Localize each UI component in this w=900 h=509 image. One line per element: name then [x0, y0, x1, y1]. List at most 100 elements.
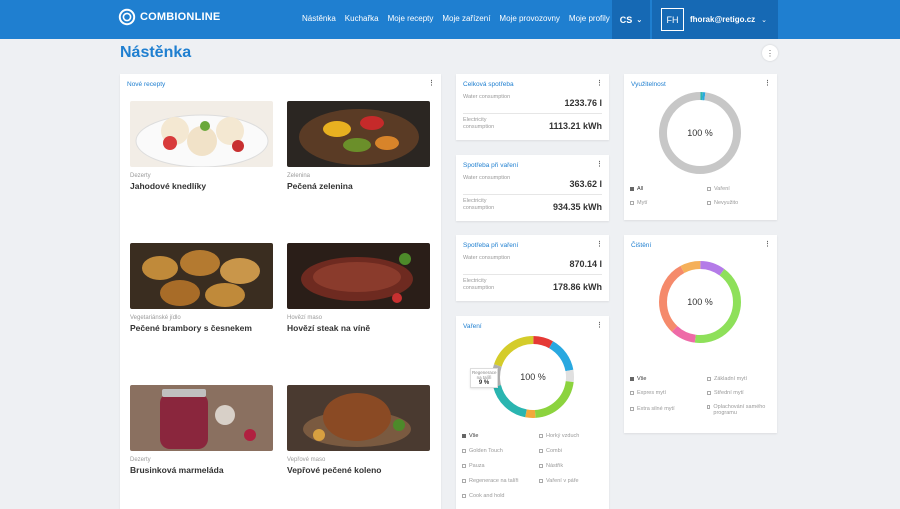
electricity-consumption-label: Electricity consumption — [463, 198, 495, 211]
electricity-consumption-label: Electricity consumption — [463, 278, 495, 291]
recipe-category: Hovězí maso — [287, 315, 323, 321]
strawberry-dumplings-image — [135, 114, 269, 167]
donut-segment[interactable] — [659, 261, 741, 343]
chart-tooltip: Regenerace na talíři 9 % — [470, 368, 498, 388]
water-consumption-value: 363.62 l — [569, 179, 602, 189]
recipe-name: Jahodové knedlíky — [130, 181, 207, 191]
card-options-icon[interactable]: ⋮ — [596, 80, 603, 87]
donut-segment[interactable] — [659, 92, 741, 174]
recipe-image — [130, 243, 273, 309]
legend-item[interactable]: Střední mytí — [707, 390, 744, 396]
card-options-icon[interactable]: ⋮ — [596, 161, 603, 168]
utilization-donut-chart: 100 % — [659, 92, 741, 174]
user-email: fhorak@retigo.cz — [690, 15, 756, 24]
electricity-consumption-label: Electricity consumption — [463, 117, 495, 130]
legend-item[interactable]: Golden Touch — [462, 448, 503, 454]
new-recipes-card: Nové recepty ⋮ Dezerty Jahodové knedlíky… — [120, 74, 441, 509]
recipe-name: Brusinková marmeláda — [130, 465, 224, 475]
roasted-potatoes-image — [142, 250, 260, 307]
legend-item[interactable]: Horký vzduch — [539, 433, 579, 439]
electricity-consumption-value: 934.35 kWh — [552, 202, 602, 212]
water-consumption-row: Water consumption 870.14 l — [463, 253, 602, 275]
donut-segment[interactable] — [492, 336, 574, 418]
legend-item[interactable]: Expres mytí — [630, 390, 666, 396]
nav-item-dashboard[interactable]: Nástěnka — [302, 14, 336, 23]
legend-item[interactable]: Vaření — [707, 186, 730, 192]
recipe-image — [287, 385, 430, 451]
donut-segment[interactable] — [659, 261, 741, 343]
donut-svg — [659, 92, 741, 174]
recipe-category: Vegetariánské jídlo — [130, 315, 181, 321]
electricity-consumption-row: Electricity consumption 934.35 kWh — [463, 196, 602, 218]
donut-center-label: 100 % — [687, 297, 713, 307]
user-menu[interactable]: FH fhorak@retigo.cz ⌄ — [652, 0, 778, 39]
tooltip-label: Regenerace na talíři — [472, 370, 497, 380]
page-title: Nástěnka — [120, 44, 192, 61]
donut-segment[interactable] — [659, 261, 741, 343]
card-options-icon[interactable]: ⋮ — [764, 241, 771, 248]
legend-item[interactable]: Nevyužito — [707, 200, 738, 206]
recipe-name: Hovězí steak na víně — [287, 323, 371, 333]
language-selector[interactable]: CS ⌄ — [612, 0, 650, 39]
recipe-card[interactable]: Dezerty Brusinková marmeláda — [130, 385, 273, 475]
utilization-legend: All Vaření Mytí Nevyužito — [630, 186, 773, 216]
total-consumption-card: Celková spotřeba ⋮ Water consumption 123… — [456, 74, 609, 140]
water-consumption-label: Water consumption — [463, 175, 511, 181]
recipe-card[interactable]: Vepřové maso Vepřové pečené koleno — [287, 385, 430, 475]
main-nav: Nástěnka Kuchařka Moje recepty Moje zaří… — [302, 14, 610, 23]
donut-segment[interactable] — [492, 336, 574, 418]
utilization-card: Využitelnost ⋮ 100 % All Vaření Mytí Nev… — [624, 74, 777, 220]
recipe-card[interactable]: Vegetariánské jídlo Pečené brambory s če… — [130, 243, 273, 333]
legend-item[interactable]: Vaření v páře — [539, 478, 579, 484]
recipe-card[interactable]: Zelenina Pečená zelenina — [287, 101, 430, 191]
legend-item[interactable]: Nástřik — [539, 463, 563, 469]
legend-item[interactable]: Regenerace na talíři — [462, 478, 519, 484]
card-options-icon[interactable]: ⋮ — [596, 322, 603, 329]
card-options-icon[interactable]: ⋮ — [764, 80, 771, 87]
nav-item-my-locations[interactable]: Moje provozovny — [499, 14, 560, 23]
nav-item-my-recipes[interactable]: Moje recepty — [387, 14, 434, 23]
legend-item[interactable]: Základní mytí — [707, 376, 747, 382]
cooking-modes-card: Vaření ⋮ 100 % Regenerace na talíři 9 % … — [456, 316, 609, 509]
card-title: Spotřeba při vaření — [463, 162, 519, 169]
recipe-category: Dezerty — [130, 457, 151, 463]
legend-item[interactable]: Extra silné mytí — [630, 406, 675, 412]
brand-logo[interactable]: COMBIONLINE — [118, 8, 220, 26]
cooking-legend: Vše Horký vzduch Golden Touch Combi Pauz… — [462, 433, 605, 503]
cooking-donut-chart: 100 % — [492, 336, 574, 418]
legend-item[interactable]: Vše — [630, 376, 646, 382]
legend-item[interactable]: Cook and hold — [462, 493, 504, 499]
card-options-icon[interactable]: ⋮ — [428, 80, 435, 87]
electricity-consumption-value: 178.86 kWh — [552, 282, 602, 292]
nav-item-my-devices[interactable]: Moje zařízení — [442, 14, 491, 23]
page-options-button[interactable]: ⋮ — [762, 45, 778, 61]
water-consumption-row: Water consumption 363.62 l — [463, 173, 602, 195]
legend-item[interactable]: Mytí — [630, 200, 647, 206]
nav-item-my-profiles[interactable]: Moje profily — [568, 14, 610, 23]
recipe-image — [130, 101, 273, 167]
recipe-category: Vepřové maso — [287, 457, 326, 463]
card-options-icon[interactable]: ⋮ — [596, 241, 603, 248]
recipe-image — [287, 243, 430, 309]
avatar: FH — [661, 8, 684, 31]
cleaning-legend: Vše Základní mytí Expres mytí Střední my… — [630, 376, 773, 426]
electricity-consumption-value: 1113.21 kWh — [548, 121, 602, 131]
nav-item-cookbook[interactable]: Kuchařka — [344, 14, 379, 23]
recipe-image — [287, 101, 430, 167]
cooking-consumption-card: Spotřeba při vaření ⋮ Water consumption … — [456, 235, 609, 301]
top-bar: COMBIONLINE Nástěnka Kuchařka Moje recep… — [0, 0, 900, 39]
donut-segment[interactable] — [492, 336, 574, 418]
legend-item[interactable]: Oplachování samého programu — [707, 404, 767, 416]
legend-item[interactable]: Combi — [539, 448, 562, 454]
legend-item[interactable]: Vše — [462, 433, 478, 439]
donut-svg — [659, 261, 741, 343]
legend-item[interactable]: Pauza — [462, 463, 485, 469]
recipe-card[interactable]: Hovězí maso Hovězí steak na víně — [287, 243, 430, 333]
beef-steak-image — [301, 253, 413, 303]
legend-item[interactable]: All — [630, 186, 643, 192]
card-title: Nové recepty — [127, 81, 166, 88]
donut-center-label: 100 % — [687, 128, 713, 138]
roasted-vegetables-image — [299, 109, 419, 165]
recipe-category: Dezerty — [130, 173, 151, 179]
recipe-card[interactable]: Dezerty Jahodové knedlíky — [130, 101, 273, 191]
